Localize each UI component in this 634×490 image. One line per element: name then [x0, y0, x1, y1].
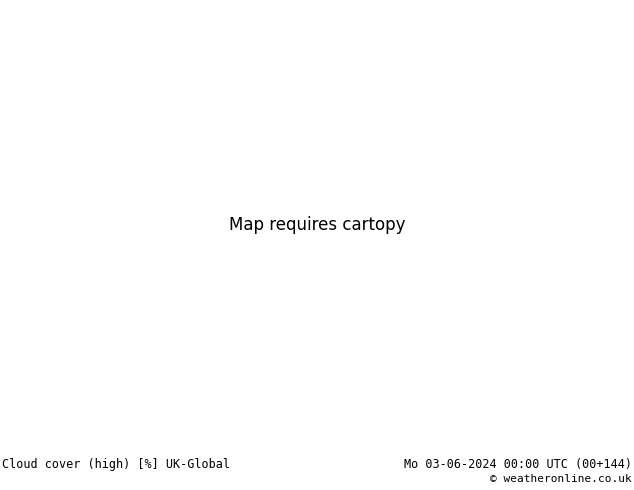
Text: Mo 03-06-2024 00:00 UTC (00+144): Mo 03-06-2024 00:00 UTC (00+144)	[404, 458, 632, 471]
Text: Map requires cartopy: Map requires cartopy	[229, 217, 405, 234]
Text: © weatheronline.co.uk: © weatheronline.co.uk	[490, 474, 632, 484]
Text: Cloud cover (high) [%] UK-Global: Cloud cover (high) [%] UK-Global	[2, 458, 230, 471]
